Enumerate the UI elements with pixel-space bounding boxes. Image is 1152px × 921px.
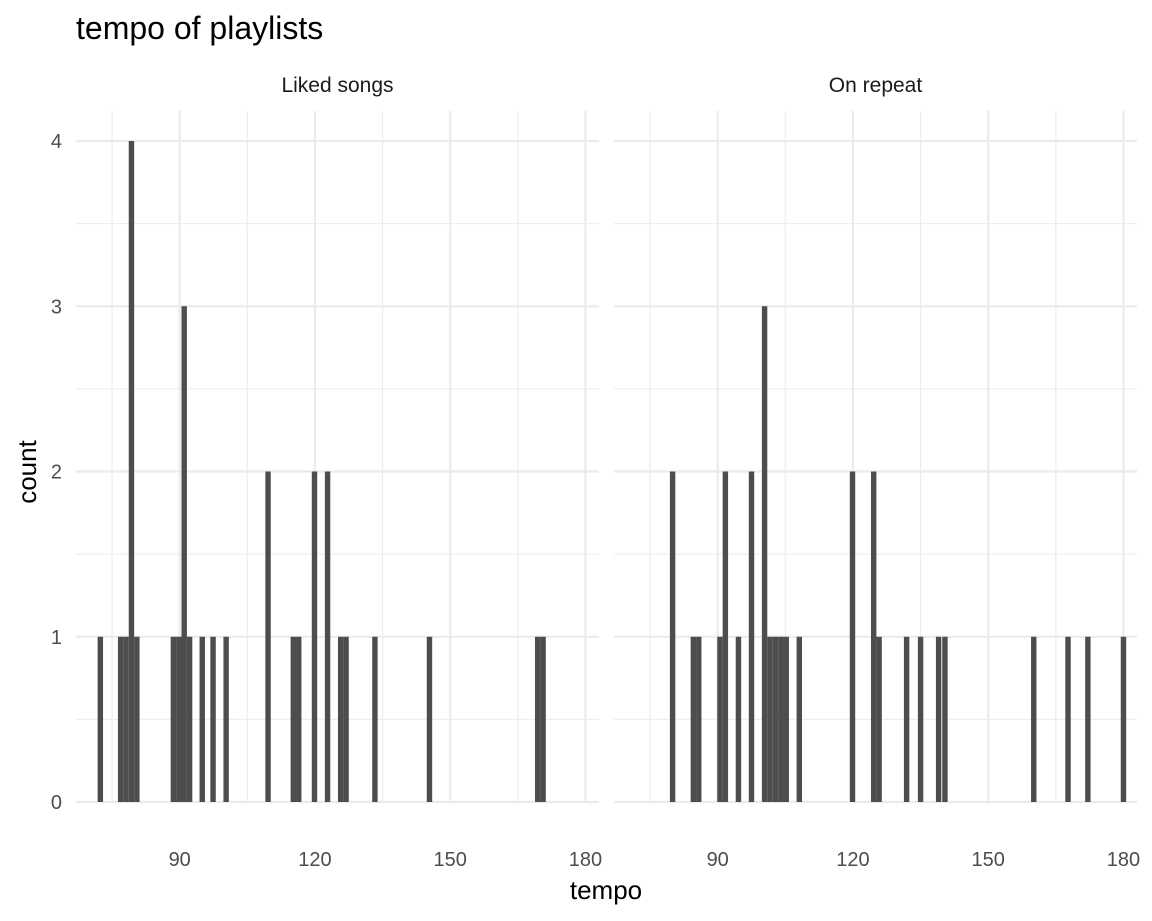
histogram-bar: [199, 636, 205, 802]
facet-strip-label: Liked songs: [281, 74, 393, 97]
histogram-bar: [942, 636, 948, 802]
y-tick-label: 0: [51, 792, 62, 814]
y-tick-label: 4: [51, 131, 62, 153]
y-axis-ticks: 0 1 2 3 4: [51, 131, 62, 814]
facet-panel-1: On repeat: [614, 74, 1137, 804]
x-tick-label: 150: [972, 849, 1005, 871]
x-tick-label: 180: [1107, 849, 1140, 871]
histogram-bar: [128, 141, 135, 802]
histogram-bar: [870, 471, 877, 802]
histogram-bar: [748, 471, 755, 802]
y-tick-label: 2: [51, 462, 62, 484]
facet-strip-label: On repeat: [829, 74, 923, 97]
facet-panel-0: Liked songs: [76, 74, 599, 804]
x-axis-ticks: 90 120 150 180 90 120 150 180: [169, 849, 1141, 871]
histogram-bar: [696, 636, 702, 802]
histogram-bar: [690, 636, 697, 802]
histogram-bar: [903, 636, 910, 802]
histogram-bar: [935, 636, 942, 802]
chart-title: tempo of playlists: [76, 10, 323, 46]
histogram-bar: [223, 636, 229, 802]
histogram-bar: [1120, 636, 1127, 802]
histogram-bar: [876, 636, 882, 802]
histogram-bar: [170, 636, 177, 802]
histogram-bar: [917, 636, 924, 802]
histogram-bar: [343, 636, 349, 802]
histogram-bar: [1085, 636, 1091, 802]
x-tick-label: 120: [298, 849, 331, 871]
histogram-bar: [134, 636, 140, 802]
histogram-bar: [181, 306, 187, 802]
histogram-bar: [117, 636, 124, 802]
x-axis-title: tempo: [570, 875, 642, 905]
x-tick-label: 90: [169, 849, 191, 871]
histogram-bar: [337, 636, 344, 802]
histogram-bar: [1031, 636, 1037, 802]
histogram-bar: [324, 471, 331, 802]
histogram-bar: [534, 636, 541, 802]
histogram-bar: [783, 636, 789, 802]
histogram-bar: [540, 636, 546, 802]
y-tick-label: 3: [51, 296, 62, 318]
histogram-bar: [290, 636, 297, 802]
y-axis-title: count: [12, 439, 42, 503]
histogram-bar: [186, 636, 193, 802]
histogram-bar: [265, 471, 271, 802]
x-tick-label: 90: [707, 849, 729, 871]
histogram-bar: [772, 636, 779, 802]
histogram-bar: [735, 636, 742, 802]
histogram-bar: [97, 636, 104, 802]
histogram-bar: [311, 471, 318, 802]
x-tick-label: 120: [836, 849, 869, 871]
histogram-bar: [296, 636, 302, 802]
y-tick-label: 1: [51, 627, 62, 649]
histogram-bar: [778, 636, 784, 802]
histogram-bar: [767, 636, 773, 802]
histogram-bar: [372, 636, 378, 802]
histogram-bar: [761, 306, 768, 802]
x-tick-label: 180: [569, 849, 602, 871]
histogram-bar: [210, 636, 216, 802]
histogram-bar: [669, 471, 676, 802]
x-tick-label: 150: [434, 849, 467, 871]
histogram-bar: [176, 636, 182, 802]
facet-panels: Liked songs On repeat: [76, 74, 1137, 804]
histogram-bar: [123, 636, 129, 802]
histogram-bar: [717, 636, 723, 802]
histogram-bar: [722, 471, 729, 802]
histogram-bar: [849, 471, 856, 802]
histogram-bar: [796, 636, 803, 802]
histogram-bar: [426, 636, 433, 802]
histogram-bar: [1065, 636, 1071, 802]
